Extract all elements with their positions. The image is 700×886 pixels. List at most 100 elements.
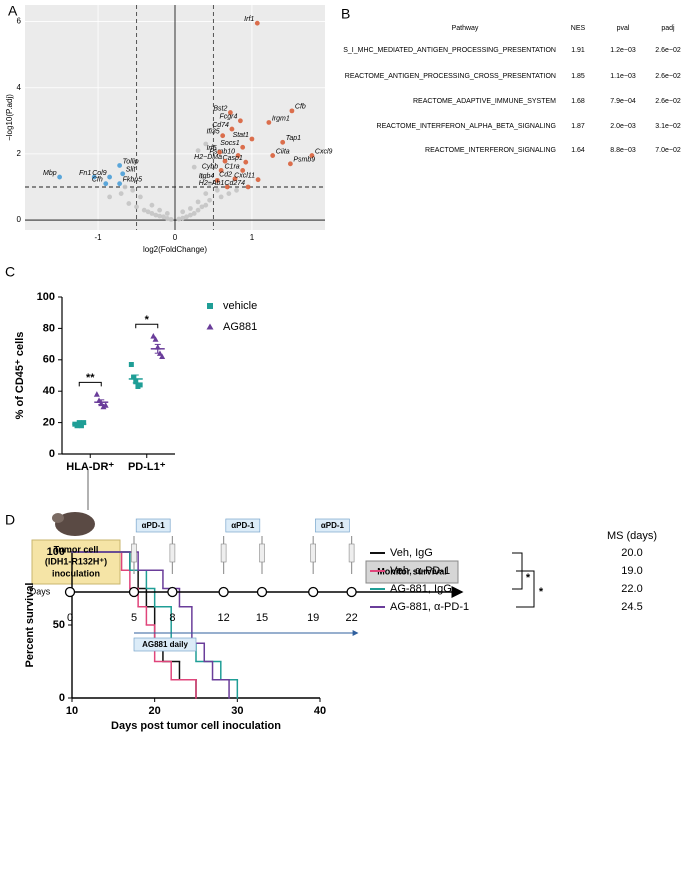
point-label: Psmb9 (293, 157, 315, 164)
point-label: Tap1 (286, 135, 301, 142)
y-tick-label: 100 (37, 291, 55, 303)
point (117, 163, 123, 168)
point (232, 176, 238, 182)
sig-bracket (516, 570, 535, 608)
point (176, 216, 182, 222)
point (107, 194, 113, 200)
point-label: Cxcl11 (234, 173, 255, 180)
table-header: NES (571, 25, 586, 32)
x-axis-title: log2(FoldChange) (143, 245, 207, 254)
table-cell: 1.91 (571, 47, 585, 54)
point-label: Fn1 (79, 170, 91, 177)
point (235, 153, 241, 158)
point (199, 174, 205, 180)
point-label: H2−DMa (194, 154, 222, 161)
table-cell: REACTOME_ADAPTIVE_IMMUNE_SYSTEM (413, 98, 556, 105)
median-title: MS (days) (607, 530, 657, 542)
monitor-label: Monitor survival (377, 566, 447, 576)
point-label: Cfh (92, 177, 103, 184)
day-label: 15 (256, 612, 268, 624)
point (81, 420, 87, 426)
y-tick-label: 20 (43, 417, 55, 429)
point-label: Cxcl9 (315, 148, 333, 155)
point-label: Irf1 (244, 16, 254, 23)
legend-marker (207, 303, 213, 309)
table-cell: 1.1e−03 (610, 73, 636, 80)
treatment-label: αPD-1 (142, 521, 166, 530)
monitor-box (365, 560, 459, 584)
point-label: Stat1 (233, 132, 249, 139)
y-tick-label: 4 (17, 83, 22, 92)
point (234, 187, 239, 193)
y-tick-label: 80 (43, 322, 55, 334)
point-label: Fkbp5 (123, 177, 143, 184)
point (203, 202, 209, 208)
point (191, 211, 197, 216)
point (214, 187, 220, 193)
point (126, 201, 132, 206)
point (137, 382, 143, 388)
table-cell: 2.6e−02 (655, 47, 681, 54)
point-label: Casp1 (223, 155, 243, 162)
day-marker (308, 586, 319, 598)
table-cell: 2.6e−02 (655, 73, 681, 80)
table-cell: GS_I_MHC_MEDIATED_ANTIGEN_PROCESSING_PRE… (338, 47, 556, 54)
point (74, 423, 80, 429)
point (103, 181, 109, 187)
point (203, 141, 209, 147)
point-label: Bst2 (213, 105, 227, 112)
y-tick-label: 100 (47, 546, 65, 558)
point (180, 215, 186, 221)
y-tick-label: 0 (17, 215, 22, 224)
table-cell: REACTOME_INTERFERON_ALPHA_BETA_SIGNALING (377, 123, 556, 130)
x-tick-label: 20 (149, 705, 161, 717)
point (131, 374, 137, 380)
point (240, 144, 246, 150)
point (117, 181, 123, 187)
table-cell: REACTOME_ANTIGEN_PROCESSING_CROSS_PRESEN… (345, 73, 556, 80)
point (137, 194, 143, 200)
point-label: Irf5 (206, 145, 216, 152)
point (270, 153, 276, 158)
point (240, 168, 246, 173)
point (152, 336, 159, 342)
point (255, 177, 261, 183)
point (187, 212, 193, 218)
day-label: 22 (345, 612, 357, 624)
y-tick-label: 40 (43, 385, 55, 397)
point (289, 108, 295, 114)
point (153, 212, 159, 218)
point (184, 214, 189, 220)
panel-label: C (5, 264, 15, 280)
point (227, 110, 233, 115)
point-label: Psmb10 (209, 148, 235, 155)
days-label: Days (30, 586, 51, 596)
legend-label: AG881 (223, 321, 257, 333)
point (280, 139, 286, 145)
sig-bracket (78, 381, 102, 387)
treatment-label: αPD-1 (231, 521, 255, 530)
y-tick-label: 6 (17, 17, 22, 26)
point (150, 333, 157, 339)
point-label: Ciita (276, 148, 290, 155)
point-label: Cd2 (219, 172, 232, 179)
point (222, 158, 228, 164)
x-tick-label: 30 (231, 705, 243, 717)
day-label: 12 (217, 612, 229, 624)
point-label: Cfb (295, 104, 306, 111)
point (229, 126, 235, 132)
legend-label: Veh, IgG (390, 547, 433, 559)
syringe-barrel (348, 543, 355, 563)
point (149, 211, 155, 216)
day-label: 0 (67, 612, 73, 624)
point (141, 207, 147, 213)
panel-label: B (341, 6, 350, 22)
table-cell: REACTOME_INTERFERON_SIGNALING (425, 147, 556, 154)
median-label: 22.0 (621, 583, 642, 595)
point-label: Cybb (202, 163, 218, 170)
median-label: 24.5 (621, 601, 642, 613)
point (128, 362, 134, 368)
point (57, 174, 63, 180)
table-cell: 1.68 (571, 98, 585, 105)
